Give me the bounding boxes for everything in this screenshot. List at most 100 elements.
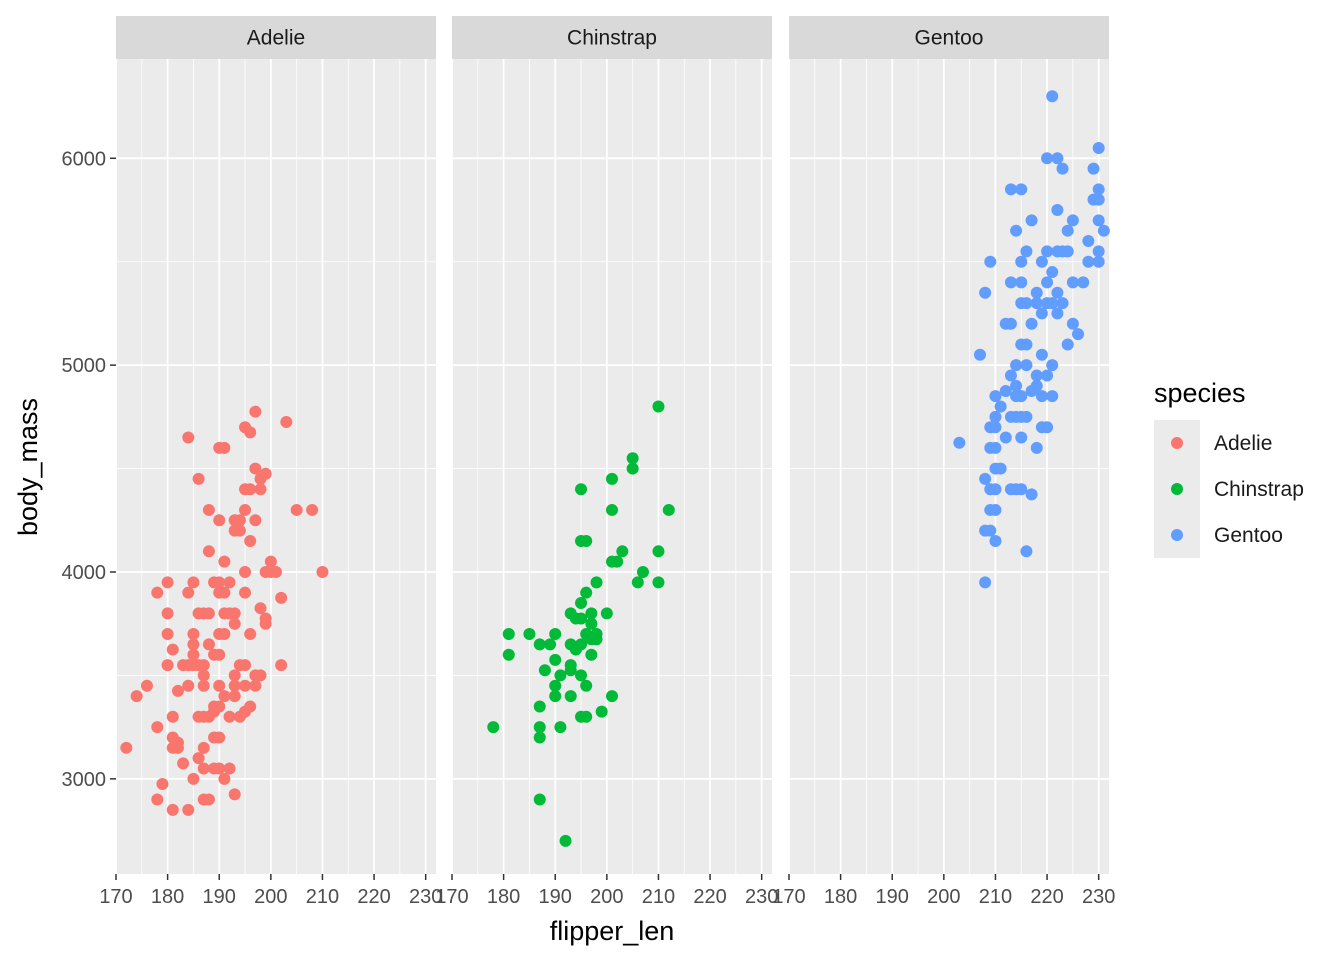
data-point-gentoo xyxy=(1035,348,1048,361)
data-point-gentoo xyxy=(1097,224,1110,237)
data-point-adelie xyxy=(218,441,231,454)
data-point-adelie xyxy=(244,534,257,547)
strip-label-adelie: Adelie xyxy=(247,27,305,50)
data-point-adelie xyxy=(249,405,262,418)
data-point-adelie xyxy=(197,679,210,692)
legend-swatch-chinstrap xyxy=(1171,483,1183,495)
data-point-adelie xyxy=(182,679,195,692)
series-gentoo xyxy=(953,90,1110,589)
data-point-gentoo xyxy=(1092,255,1105,268)
data-point-gentoo xyxy=(1092,141,1105,154)
data-point-chinstrap xyxy=(544,638,557,651)
data-point-adelie xyxy=(218,772,231,785)
data-point-chinstrap xyxy=(606,690,618,703)
data-point-gentoo xyxy=(979,576,992,589)
data-point-adelie xyxy=(192,752,205,765)
data-point-chinstrap xyxy=(600,607,613,620)
data-point-chinstrap xyxy=(585,617,598,630)
data-point-chinstrap xyxy=(487,721,500,734)
data-point-adelie xyxy=(228,607,241,620)
x-tick-label: 180 xyxy=(487,886,520,908)
data-point-gentoo xyxy=(1020,297,1033,310)
x-tick-label: 170 xyxy=(435,886,468,908)
data-point-adelie xyxy=(239,503,252,516)
data-point-gentoo xyxy=(1030,297,1043,310)
data-point-adelie xyxy=(182,431,195,444)
x-tick-label: 200 xyxy=(927,886,960,908)
data-point-chinstrap xyxy=(559,834,572,847)
data-point-adelie xyxy=(306,503,319,516)
data-point-adelie xyxy=(213,700,226,713)
data-point-adelie xyxy=(244,483,257,496)
data-point-adelie xyxy=(197,741,210,754)
data-point-chinstrap xyxy=(606,503,618,516)
data-point-chinstrap xyxy=(564,690,577,703)
x-tick-label: 220 xyxy=(357,886,390,908)
data-point-adelie xyxy=(151,793,164,806)
data-point-chinstrap xyxy=(590,633,603,646)
data-point-gentoo xyxy=(989,483,1002,496)
data-point-adelie xyxy=(161,659,174,672)
data-point-adelie xyxy=(228,679,241,692)
data-point-gentoo xyxy=(1020,410,1033,423)
data-point-chinstrap xyxy=(590,576,603,589)
data-point-gentoo xyxy=(999,431,1012,444)
data-point-adelie xyxy=(290,503,303,516)
x-tick-label: 180 xyxy=(824,886,857,908)
data-point-adelie xyxy=(254,602,267,615)
data-point-gentoo xyxy=(989,410,1002,423)
y-axis-title: body_mass xyxy=(13,398,43,536)
data-point-adelie xyxy=(259,467,272,480)
data-point-gentoo xyxy=(1051,204,1064,217)
data-point-adelie xyxy=(213,648,226,661)
data-point-adelie xyxy=(233,514,246,527)
data-point-chinstrap xyxy=(652,400,665,413)
data-point-gentoo xyxy=(994,400,1007,413)
data-point-chinstrap xyxy=(549,653,562,666)
data-point-gentoo xyxy=(1087,162,1100,175)
data-point-gentoo xyxy=(1025,214,1038,227)
data-point-adelie xyxy=(213,576,226,589)
data-point-adelie xyxy=(228,690,241,703)
data-point-adelie xyxy=(254,669,267,682)
legend-label-chinstrap: Chinstrap xyxy=(1214,478,1304,501)
data-point-adelie xyxy=(202,793,215,806)
strip-background-adelie xyxy=(116,16,436,59)
data-point-gentoo xyxy=(973,348,986,361)
data-point-gentoo xyxy=(1092,245,1105,258)
data-point-chinstrap xyxy=(652,545,665,558)
data-point-adelie xyxy=(161,576,174,589)
y-tick-label: 4000 xyxy=(62,562,107,584)
data-point-adelie xyxy=(213,762,226,775)
data-point-gentoo xyxy=(1035,255,1048,268)
data-point-adelie xyxy=(140,679,153,692)
data-point-chinstrap xyxy=(611,555,624,568)
legend-label-gentoo: Gentoo xyxy=(1214,524,1283,547)
x-tick-label: 200 xyxy=(590,886,623,908)
data-point-adelie xyxy=(233,524,246,537)
data-point-gentoo xyxy=(1051,286,1064,299)
legend-title: species xyxy=(1154,378,1246,408)
data-point-adelie xyxy=(259,617,272,630)
data-point-chinstrap xyxy=(616,545,629,558)
data-point-chinstrap xyxy=(626,452,639,465)
data-point-gentoo xyxy=(1072,328,1085,341)
data-point-adelie xyxy=(156,778,169,791)
data-point-gentoo xyxy=(1020,545,1033,558)
data-point-adelie xyxy=(130,690,143,703)
x-tick-label: 210 xyxy=(642,886,675,908)
data-point-gentoo xyxy=(1041,152,1054,165)
data-point-adelie xyxy=(192,472,205,485)
data-point-chinstrap xyxy=(585,607,598,620)
data-point-gentoo xyxy=(1010,359,1023,372)
data-point-adelie xyxy=(197,762,210,775)
data-point-gentoo xyxy=(1015,276,1028,289)
data-point-gentoo xyxy=(1061,224,1074,237)
data-point-adelie xyxy=(254,483,267,496)
data-point-gentoo xyxy=(1010,224,1023,237)
data-point-gentoo xyxy=(1025,317,1038,330)
legend-swatch-adelie xyxy=(1171,437,1183,449)
data-point-chinstrap xyxy=(533,638,546,651)
data-point-chinstrap xyxy=(554,669,567,682)
